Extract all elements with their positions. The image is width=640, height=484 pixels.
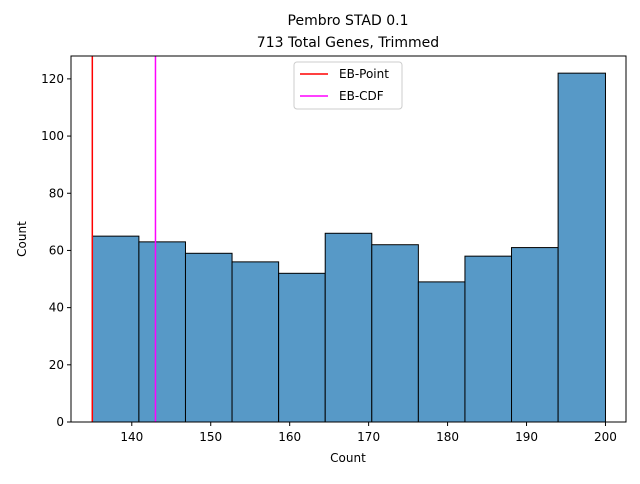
histogram-bar [371, 244, 419, 423]
x-axis-label: Count [330, 451, 366, 465]
histogram-bar [184, 252, 233, 423]
y-tick-label: 40 [49, 301, 64, 315]
y-axis-ticks: 0 20 40 60 80 100 120 [41, 72, 71, 429]
x-tick-label: 150 [199, 430, 222, 444]
histogram-bar [464, 255, 513, 423]
x-tick-label: 170 [357, 430, 380, 444]
x-axis-ticks: 140 150 160 170 180 190 200 [120, 422, 617, 444]
histogram-bar [557, 72, 606, 423]
histogram-bar [91, 235, 140, 423]
y-tick-label: 60 [49, 243, 64, 257]
plot-frame [70, 55, 627, 423]
histogram-bar [231, 261, 280, 423]
y-tick-label: 80 [49, 186, 64, 200]
x-tick-label: 180 [436, 430, 459, 444]
y-axis-label: Count [15, 221, 29, 257]
chart-subtitle: 713 Total Genes, Trimmed [257, 35, 439, 51]
chart-title: Pembro STAD 0.1 [288, 13, 409, 29]
x-tick-label: 190 [515, 430, 538, 444]
x-tick-label: 160 [278, 430, 301, 444]
x-tick-label: 140 [120, 430, 143, 444]
y-tick-label: 100 [41, 129, 64, 143]
legend: EB-Point EB-CDF [293, 61, 403, 110]
histogram-bar [324, 232, 373, 423]
histogram-bar [511, 247, 559, 423]
legend-label-eb-cdf: EB-CDF [339, 89, 384, 103]
vlines-group [91, 56, 157, 422]
legend-label-eb-point: EB-Point [339, 67, 389, 81]
bars-group [91, 72, 606, 423]
y-tick-label: 20 [49, 358, 64, 372]
histogram-bar [417, 281, 466, 423]
y-tick-label: 120 [41, 72, 64, 86]
y-tick-label: 0 [56, 415, 64, 429]
x-tick-label: 200 [594, 430, 617, 444]
histogram-bar [278, 272, 326, 423]
histogram-bar [138, 241, 186, 423]
